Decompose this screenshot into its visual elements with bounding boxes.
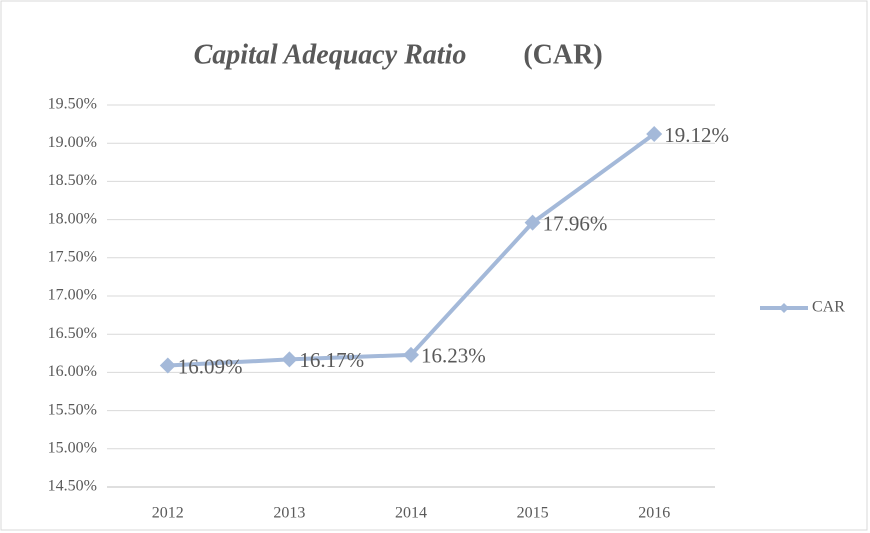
y-tick-label: 17.00% [48, 287, 97, 304]
page: Capital Adequacy Ratio (CAR) 14.50% 15.00… [0, 0, 870, 533]
data-label: 16.23% [421, 344, 486, 368]
data-label: 17.96% [543, 211, 608, 235]
chart-title-bold: (CAR) [523, 39, 602, 70]
data-label: 16.09% [178, 354, 243, 378]
data-label: 16.17% [299, 348, 364, 372]
legend-label: CAR [812, 299, 845, 316]
chart: Capital Adequacy Ratio (CAR) 14.50% 15.00… [0, 0, 870, 533]
x-tick-label: 2015 [517, 505, 549, 522]
chart-border [1, 1, 867, 530]
x-tick-label: 2013 [273, 505, 305, 522]
y-tick-label: 18.50% [48, 172, 97, 189]
y-tick-label: 15.50% [48, 401, 97, 418]
y-tick-label: 15.00% [48, 439, 97, 456]
y-tick-label: 19.50% [48, 96, 97, 113]
y-tick-label: 19.00% [48, 134, 97, 151]
y-tick-label: 16.50% [48, 325, 97, 342]
y-tick-label: 16.00% [48, 363, 97, 380]
data-label: 19.12% [664, 123, 729, 147]
x-tick-label: 2014 [395, 505, 427, 522]
chart-title-italic: Capital Adequacy Ratio [194, 39, 467, 70]
x-tick-label: 2012 [152, 505, 184, 522]
y-tick-label: 14.50% [48, 478, 97, 495]
y-tick-label: 18.00% [48, 210, 97, 227]
x-tick-label: 2016 [638, 505, 670, 522]
y-tick-label: 17.50% [48, 248, 97, 265]
